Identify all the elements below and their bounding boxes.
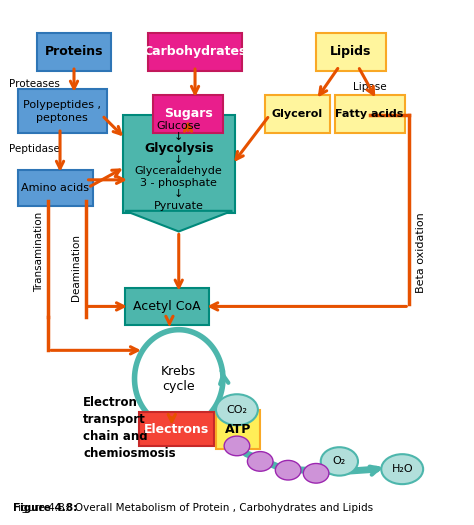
Text: ↓: ↓ (174, 132, 183, 142)
Text: Lipase: Lipase (353, 82, 387, 92)
FancyBboxPatch shape (37, 33, 111, 71)
Text: Electron
transport
chain and
chemiosmosis: Electron transport chain and chemiosmosi… (83, 396, 176, 460)
Text: Acetyl CoA: Acetyl CoA (133, 300, 201, 313)
Text: Proteases: Proteases (9, 79, 60, 89)
FancyBboxPatch shape (265, 94, 330, 133)
Text: Glyceraldehyde: Glyceraldehyde (135, 166, 223, 176)
Text: Deamination: Deamination (71, 234, 82, 301)
FancyBboxPatch shape (125, 288, 209, 324)
Text: Electrons: Electrons (144, 423, 209, 436)
FancyBboxPatch shape (139, 412, 214, 446)
Text: Polypeptides ,
peptones: Polypeptides , peptones (23, 100, 101, 122)
Text: Glycerol: Glycerol (272, 109, 323, 119)
Polygon shape (125, 211, 232, 232)
Text: O₂: O₂ (333, 456, 346, 466)
Ellipse shape (224, 436, 250, 456)
Text: 3 - phosphate: 3 - phosphate (140, 178, 217, 188)
Text: Figure 4.8:  Overall Metabolism of Protein , Carbohydrates and Lipids: Figure 4.8: Overall Metabolism of Protei… (13, 503, 374, 513)
Text: Krebs
cycle: Krebs cycle (161, 365, 196, 393)
FancyBboxPatch shape (18, 170, 92, 206)
Text: H₂O: H₂O (392, 464, 413, 474)
Text: Amino acids: Amino acids (21, 183, 90, 193)
Ellipse shape (321, 447, 358, 476)
FancyBboxPatch shape (316, 33, 386, 71)
FancyBboxPatch shape (335, 94, 404, 133)
Ellipse shape (381, 454, 423, 484)
Text: ↓: ↓ (174, 155, 183, 165)
FancyBboxPatch shape (18, 89, 107, 133)
Text: Fatty acids: Fatty acids (336, 109, 404, 119)
Text: Peptidase: Peptidase (9, 144, 60, 154)
Text: Lipids: Lipids (330, 46, 372, 58)
FancyBboxPatch shape (216, 410, 260, 448)
Text: Figure 4.8:: Figure 4.8: (13, 503, 78, 513)
FancyBboxPatch shape (148, 33, 242, 71)
FancyBboxPatch shape (153, 94, 223, 133)
Text: ↓: ↓ (174, 189, 183, 199)
Text: Beta oxidation: Beta oxidation (416, 212, 426, 292)
Text: Pyruvate: Pyruvate (154, 201, 204, 211)
Text: Glucose: Glucose (156, 121, 201, 131)
Ellipse shape (247, 452, 273, 471)
Ellipse shape (216, 394, 258, 425)
Text: ATP: ATP (225, 423, 251, 436)
Text: Transamination: Transamination (34, 212, 44, 292)
Text: Carbohydrates: Carbohydrates (143, 46, 247, 58)
Ellipse shape (303, 464, 329, 483)
Text: CO₂: CO₂ (227, 405, 247, 415)
FancyBboxPatch shape (123, 116, 235, 214)
Text: Proteins: Proteins (45, 46, 103, 58)
Ellipse shape (275, 460, 301, 480)
Text: Glycolysis: Glycolysis (144, 142, 213, 155)
Text: Sugars: Sugars (164, 108, 212, 120)
